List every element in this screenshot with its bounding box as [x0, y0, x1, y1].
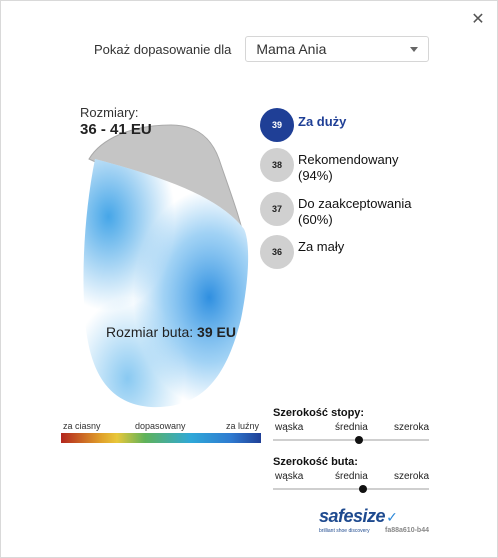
shoe-width-block: Szerokość buta: wąska średnia szeroka	[273, 456, 429, 493]
session-code: fa88a610-b44	[385, 527, 429, 534]
shoe-width-title: Szerokość buta:	[273, 456, 358, 468]
foot-width-block: Szerokość stopy: wąska średnia szeroka	[273, 407, 429, 444]
close-icon[interactable]: ✕	[471, 11, 485, 28]
foot-width-title: Szerokość stopy:	[273, 407, 365, 419]
fit-scale-bar	[61, 433, 261, 443]
foot-visualization	[83, 124, 249, 408]
size-circle: 39	[260, 108, 294, 142]
shoe-size-value: 39 EU	[197, 324, 236, 340]
profile-label: Pokaż dopasowanie dla	[94, 41, 232, 57]
profile-select[interactable]: Mama Ania	[245, 36, 430, 62]
brand-tagline: brilliant shoe discovery	[319, 528, 370, 534]
size-option-39[interactable]: 39 Za duży	[260, 108, 460, 142]
sizes-range-value: 36 - 41 EU	[80, 121, 152, 138]
foot-width-narrow: wąska	[275, 422, 304, 433]
size-label: Rekomendowany (94%)	[298, 152, 399, 183]
profile-row: Pokaż dopasowanie dla Mama Ania	[94, 35, 430, 63]
fit-scale-tight: za ciasny	[63, 421, 101, 431]
brand-name: safesize	[319, 506, 386, 526]
shoe-width-narrow: wąska	[275, 471, 304, 482]
chevron-down-icon	[410, 46, 419, 52]
shoe-width-knob[interactable]	[359, 485, 368, 493]
fit-scale-fit: dopasowany	[135, 421, 186, 431]
sizes-range: Rozmiary: 36 - 41 EU	[80, 105, 152, 138]
shoe-width-medium: średnia	[335, 471, 368, 482]
shoe-width-ticks: wąska średnia szeroka	[273, 471, 429, 483]
size-option-38[interactable]: 38 Rekomendowany (94%)	[260, 148, 460, 184]
foot-width-ticks: wąska średnia szeroka	[273, 422, 429, 434]
size-option-37[interactable]: 37 Do zaakceptowania (60%)	[260, 192, 460, 228]
size-option-36[interactable]: 36 Za mały	[260, 235, 460, 269]
fit-scale-loose: za luźny	[225, 421, 259, 431]
foot-width-medium: średnia	[335, 422, 368, 433]
check-icon: ✓	[386, 509, 398, 525]
size-label: Za mały	[298, 239, 345, 254]
brand-logo: safesize✓ brilliant shoe discovery	[319, 506, 398, 534]
size-circle: 36	[260, 235, 294, 269]
foot-width-knob[interactable]	[354, 436, 363, 444]
sizes-range-label: Rozmiary:	[80, 105, 139, 120]
size-label: Za duży	[298, 114, 347, 129]
foot-width-slider[interactable]	[273, 436, 429, 444]
shoe-width-wide: szeroka	[393, 471, 429, 482]
size-circle: 37	[260, 192, 294, 226]
size-label: Do zaakceptowania (60%)	[298, 196, 412, 227]
shoe-size: Rozmiar buta: 39 EU	[106, 324, 236, 340]
foot-width-wide: szeroka	[393, 422, 429, 433]
shoe-size-label: Rozmiar buta:	[106, 324, 194, 340]
profile-selected-value: Mama Ania	[256, 41, 327, 57]
size-circle: 38	[260, 148, 294, 182]
shoe-width-slider[interactable]	[273, 485, 429, 493]
